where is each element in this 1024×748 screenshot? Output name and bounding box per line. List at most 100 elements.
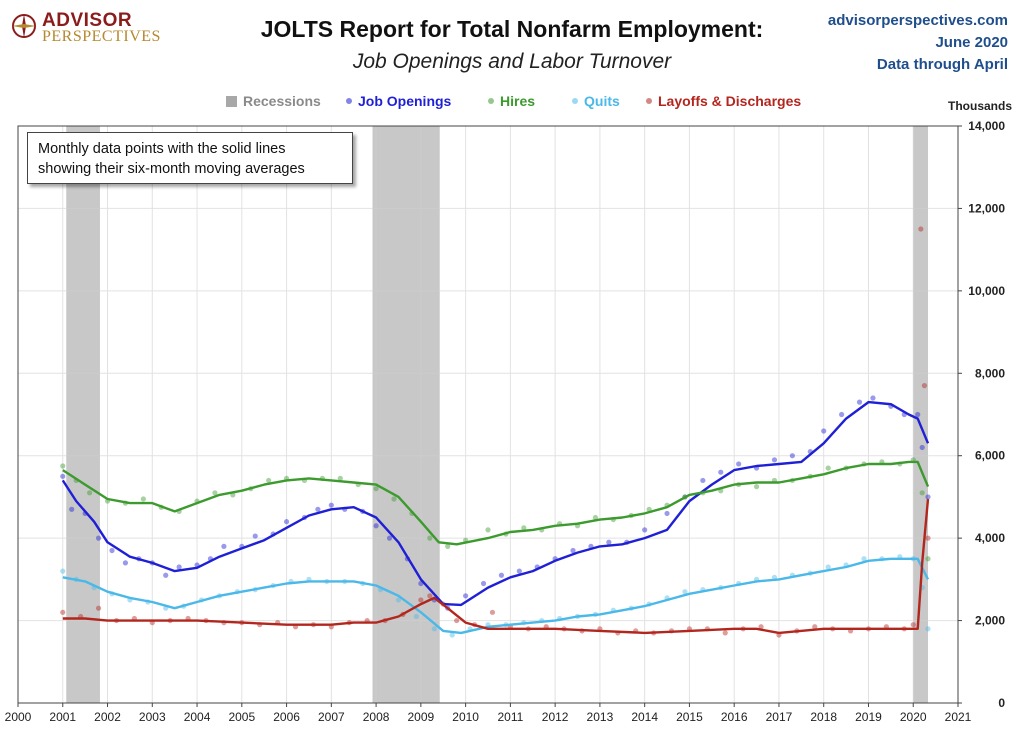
job-openings-data-point: [870, 395, 876, 401]
hires-data-point: [825, 465, 831, 471]
x-tick-label: 2018: [810, 710, 837, 724]
x-tick-label: 2009: [408, 710, 435, 724]
legend-dot-marker: [572, 98, 578, 104]
hires-data-point: [337, 475, 343, 481]
chart-note-line-1: Monthly data points with the solid lines: [38, 141, 286, 157]
y-axis-units-label: Thousands: [948, 99, 1013, 113]
layoffs-discharges-data-point: [918, 226, 924, 232]
layoffs-discharges-data-point: [427, 593, 433, 599]
x-tick-label: 2014: [631, 710, 658, 724]
layoffs-discharges-data-point: [925, 535, 931, 541]
layoffs-discharges-data-point: [489, 609, 496, 615]
recession-band-overlay-0: [66, 126, 100, 703]
y-tick-label: 14,000: [968, 119, 1005, 133]
job-openings-data-point: [925, 494, 931, 500]
job-openings-data-point: [642, 527, 648, 533]
x-tick-label: 2003: [139, 710, 166, 724]
job-openings-data-point: [821, 428, 827, 434]
job-openings-data-point: [60, 473, 66, 479]
legend-square-marker: [226, 96, 237, 107]
source-date: June 2020: [935, 34, 1008, 51]
job-openings-data-point: [95, 535, 102, 541]
legend-label: Quits: [584, 93, 620, 109]
legend-item-job-openings: Job Openings: [346, 93, 451, 109]
x-tick-label: 2001: [49, 710, 76, 724]
layoffs-discharges-data-point: [758, 624, 764, 630]
hires-data-point: [919, 490, 925, 496]
quits-moving-average-line: [62, 557, 930, 635]
legend-item-quits: Quits: [572, 93, 620, 109]
x-tick-label: 2021: [945, 710, 972, 724]
y-tick-label: 8,000: [975, 366, 1005, 380]
hires-data-point: [391, 496, 397, 502]
job-openings-data-point: [789, 453, 795, 459]
job-openings-data-point: [252, 533, 258, 539]
job-openings-data-point: [664, 510, 670, 517]
chart-subtitle: Job Openings and Labor Turnover: [352, 50, 672, 73]
job-openings-data-point: [919, 444, 925, 451]
hires-data-point: [485, 527, 491, 533]
job-openings-data-point: [839, 411, 845, 418]
x-tick-label: 2017: [766, 710, 793, 724]
x-tick-label: 2010: [452, 710, 479, 724]
job-openings-data-point: [718, 469, 724, 475]
legend-dot-marker: [488, 98, 494, 104]
plot-area: [17, 125, 959, 704]
y-tick-label: 0: [998, 696, 1005, 710]
quits-data-point: [825, 564, 831, 570]
quits-data-point: [395, 597, 402, 603]
plot-border: [17, 125, 959, 704]
hires-data-point: [212, 490, 218, 496]
job-openings-data-point: [700, 477, 706, 484]
job-openings-data-point: [915, 411, 921, 418]
logo-text-perspectives: PERSPECTIVES: [42, 28, 161, 45]
job-openings-data-point: [736, 461, 742, 467]
legend-label: Job Openings: [358, 93, 452, 109]
x-tick-label: 2007: [318, 710, 345, 724]
y-tick-label: 12,000: [968, 201, 1005, 215]
chart-title: JOLTS Report for Total Nonfarm Employmen…: [260, 16, 764, 42]
legend-label: Layoffs & Discharges: [658, 93, 802, 109]
source-block: advisorperspectives.com June 2020 Data t…: [828, 10, 1008, 76]
job-openings-data-point: [386, 535, 393, 541]
x-tick-label: 2013: [587, 710, 614, 724]
legend-dot-marker: [346, 98, 352, 104]
layoffs-discharges-data-point: [95, 605, 102, 611]
job-openings-data-point: [109, 547, 115, 554]
job-openings-data-point: [856, 399, 863, 405]
job-openings-data-point: [221, 543, 227, 549]
y-tick-label: 10,000: [968, 284, 1005, 298]
x-tick-label: 2012: [542, 710, 569, 724]
hires-data-point: [445, 543, 451, 549]
hires-data-point: [592, 514, 599, 521]
x-tick-label: 2002: [94, 710, 121, 724]
x-tick-label: 2005: [228, 710, 255, 724]
hires-data-point: [266, 477, 272, 484]
layoffs-discharges-data-point: [910, 622, 916, 628]
recession-band-overlay-1: [372, 126, 440, 703]
logo-text-advisor: ADVISOR: [42, 10, 133, 31]
job-openings-data-point: [463, 593, 469, 599]
quits-data-point: [413, 613, 419, 620]
legend-dot-marker: [646, 98, 652, 104]
legend-label: Recessions: [243, 93, 321, 109]
x-tick-label: 2004: [184, 710, 211, 724]
job-openings-data-point: [516, 568, 522, 574]
hires-data-point: [87, 490, 93, 496]
quits-data-point: [682, 589, 688, 595]
chart-note-line-2: showing their six-month moving averages: [38, 161, 305, 177]
x-tick-label: 2016: [721, 710, 748, 724]
job-openings-data-point: [480, 580, 487, 587]
quits-data-point: [60, 568, 66, 574]
compass-icon: [12, 14, 36, 38]
x-tick-label: 2000: [5, 710, 32, 724]
legend-item-layoffs-discharges: Layoffs & Discharges: [646, 93, 801, 109]
x-tick-label: 2020: [900, 710, 927, 724]
hires-data-point: [373, 486, 379, 492]
job-openings-data-point: [163, 572, 169, 578]
layoffs-discharges-data-point: [921, 383, 928, 389]
y-tick-label: 2,000: [975, 614, 1005, 628]
job-openings-data-point: [373, 523, 379, 529]
job-openings-data-point: [122, 560, 129, 566]
